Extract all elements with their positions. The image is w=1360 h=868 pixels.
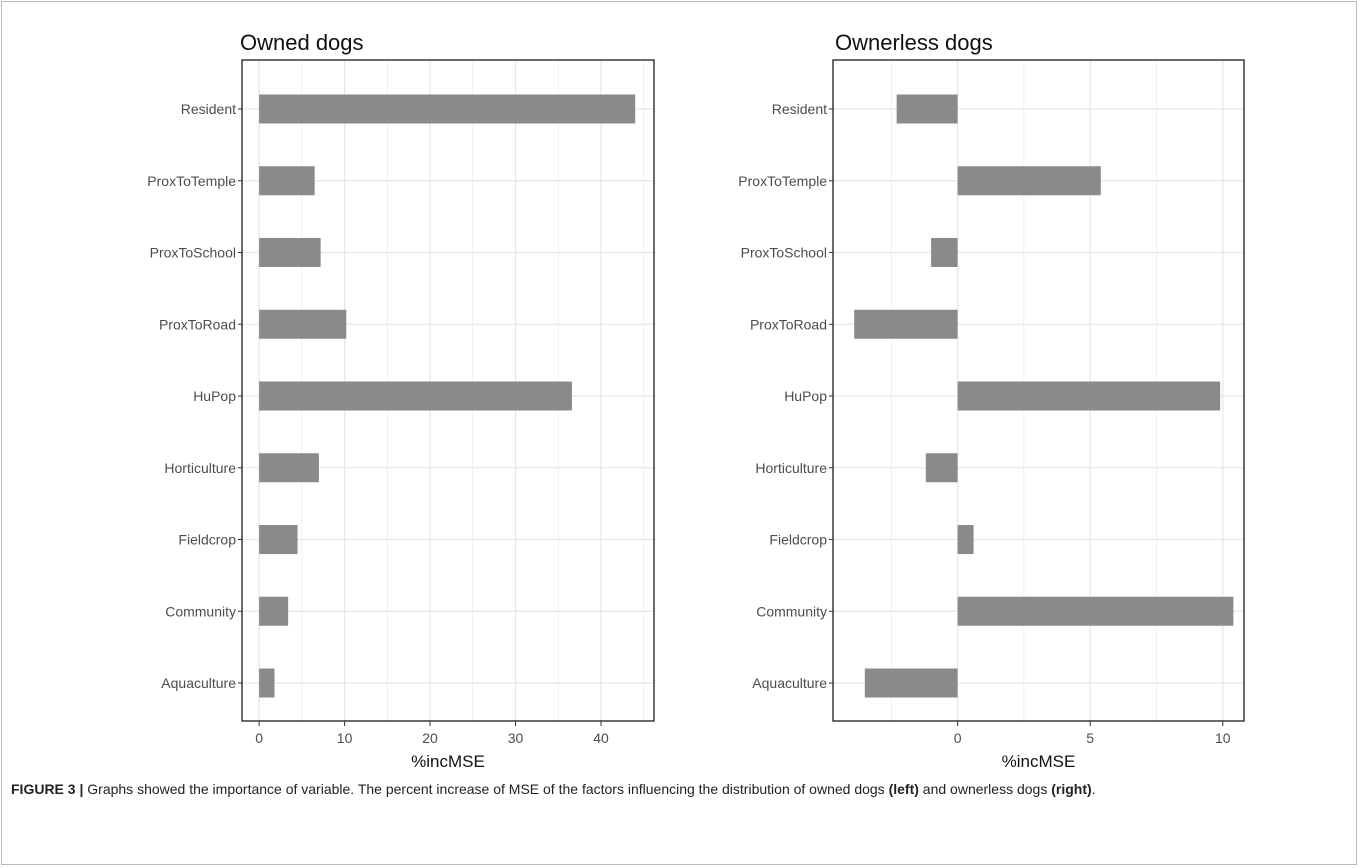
y-tick-label: Aquaculture	[161, 675, 236, 691]
chart-title: Ownerless dogs	[835, 30, 993, 55]
x-axis-title: %incMSE	[411, 752, 485, 770]
x-tick-label: 30	[508, 730, 524, 746]
x-tick-label: 10	[1215, 730, 1231, 746]
panel-border	[832, 59, 1245, 722]
y-tick-label: ProxToRoad	[750, 316, 827, 332]
caption-right: (right)	[1051, 781, 1092, 797]
y-tick-label: Horticulture	[164, 460, 236, 476]
y-tick-label: ProxToRoad	[159, 316, 236, 332]
bar-hupop	[259, 381, 572, 411]
caption-text-2: and ownerless dogs	[918, 781, 1052, 797]
caption-label: FIGURE 3 |	[11, 781, 84, 797]
bar-horticulture	[259, 453, 319, 483]
y-tick-label: ProxToSchool	[741, 245, 827, 261]
bar-horticulture	[925, 453, 958, 483]
bar-resident	[896, 94, 958, 124]
panel-border	[241, 59, 655, 722]
bar-proxtotemple	[957, 166, 1101, 196]
bar-community	[957, 596, 1234, 626]
bar-aquaculture	[864, 668, 958, 698]
caption-text-1: Graphs showed the importance of variable…	[83, 781, 889, 797]
bar-hupop	[957, 381, 1221, 411]
y-tick-label: Community	[756, 603, 827, 619]
x-tick-label: 10	[337, 730, 353, 746]
bar-fieldcrop	[259, 525, 298, 554]
y-tick-label: Community	[165, 603, 236, 619]
bar-proxtoschool	[259, 238, 321, 267]
x-tick-label: 20	[422, 730, 438, 746]
y-tick-label: Fieldcrop	[769, 532, 827, 548]
chart-title: Owned dogs	[240, 30, 364, 55]
bar-fieldcrop	[957, 525, 974, 554]
bar-aquaculture	[259, 668, 275, 698]
y-tick-label: Fieldcrop	[178, 532, 236, 548]
bar-resident	[259, 94, 636, 124]
x-tick-label: 0	[954, 730, 962, 746]
y-tick-label: Horticulture	[755, 460, 827, 476]
x-tick-label: 5	[1086, 730, 1094, 746]
figure-graphic: Resident ProxToTemple ProxToSchool ProxToRo…	[147, 30, 1245, 770]
x-axis-title: %incMSE	[1002, 752, 1076, 770]
y-tick-label: Resident	[181, 101, 236, 117]
bar-proxtoschool	[931, 238, 958, 267]
bar-proxtoroad	[854, 309, 958, 339]
panel-owned-dogs: Resident ProxToTemple ProxToSchool ProxToRo…	[147, 30, 655, 770]
y-tick-label: Aquaculture	[752, 675, 827, 691]
y-tick-label: ProxToTemple	[738, 173, 827, 189]
y-tick-label: Resident	[772, 101, 827, 117]
x-tick-label: 0	[255, 730, 263, 746]
caption-end: .	[1091, 781, 1096, 797]
panel-ownerless-dogs: Resident ProxToTemple ProxToSchool ProxToRo…	[738, 30, 1245, 770]
x-tick-label: 40	[593, 730, 609, 746]
y-tick-label: HuPop	[784, 388, 827, 404]
bar-community	[259, 596, 289, 626]
bar-proxtoroad	[259, 309, 347, 339]
y-tick-label: HuPop	[193, 388, 236, 404]
caption-left: (left)	[888, 781, 919, 797]
y-tick-label: ProxToSchool	[150, 245, 236, 261]
figure-caption: FIGURE 3 | Graphs showed the importance …	[11, 778, 1341, 800]
y-tick-label: ProxToTemple	[147, 173, 236, 189]
bar-proxtotemple	[259, 166, 315, 196]
